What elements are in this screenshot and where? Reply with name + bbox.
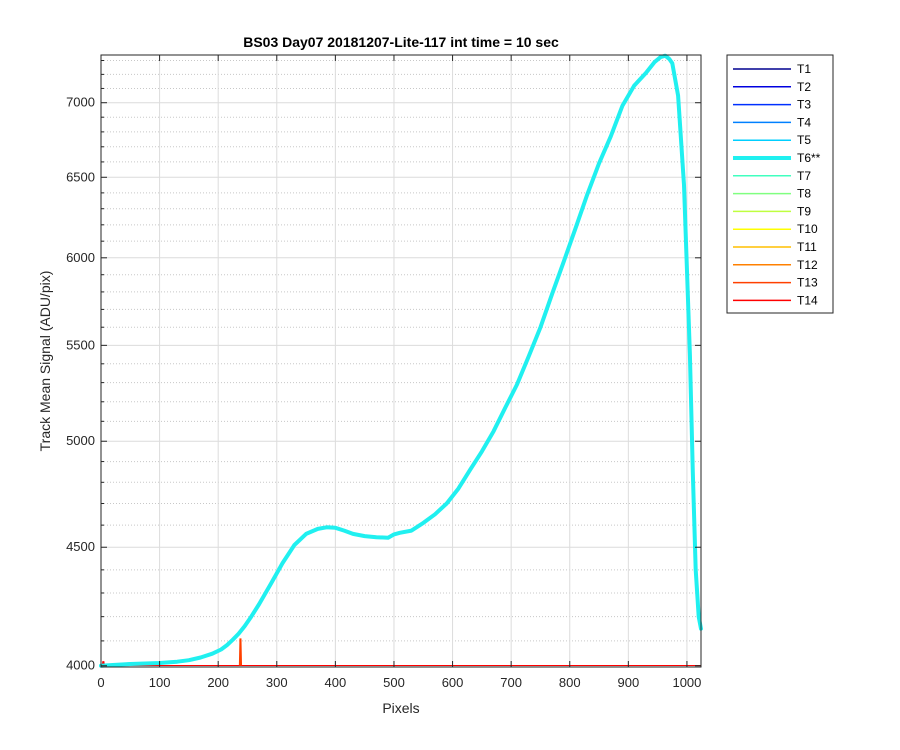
x-axis-title: Pixels (382, 700, 419, 716)
x-tick-label: 400 (325, 675, 347, 690)
legend-label-t3: T3 (797, 98, 811, 112)
legend-label-t5: T5 (797, 133, 811, 147)
y-axis-title: Track Mean Signal (ADU/pix) (37, 271, 53, 452)
chart-title: BS03 Day07 20181207-Lite-117 int time = … (243, 34, 559, 50)
plot-area: 0 100 200 300 400 500 600 700 800 900 1000 4000 450… (66, 53, 703, 690)
x-tick-label: 100 (149, 675, 171, 690)
legend-label-t10: T10 (797, 222, 818, 236)
legend-label-t7: T7 (797, 169, 811, 183)
x-tick-label: 900 (617, 675, 639, 690)
spike-t13 (238, 638, 243, 666)
legend-label-t2: T2 (797, 80, 811, 94)
legend: T1 T2 T3 T4 T5 T6** T7 T8 T9 T10 T11 T12 T13 T14 (726, 54, 834, 314)
y-tick-label: 4000 (66, 658, 95, 673)
x-tick-label: 200 (207, 675, 229, 690)
x-tick-label: 600 (442, 675, 464, 690)
legend-box (726, 54, 834, 314)
legend-label-t11: T11 (797, 240, 817, 254)
legend-label-t12: T12 (797, 258, 818, 272)
y-ticks: 4000 4500 5000 5500 6000 6500 7000 (66, 59, 701, 673)
legend-label-t8: T8 (797, 187, 811, 201)
x-ticks: 0 100 200 300 400 500 600 700 800 900 1000 (97, 55, 701, 690)
plot-frame (100, 54, 702, 668)
x-tick-label: 1000 (672, 675, 701, 690)
legend-label-t13: T13 (797, 276, 818, 290)
series-line-t6 (99, 53, 703, 668)
y-tick-label: 6500 (66, 169, 95, 184)
y-tick-label: 6000 (66, 250, 95, 265)
y-tick-label: 5500 (66, 337, 95, 352)
legend-label-t14: T14 (797, 293, 818, 307)
legend-label-t4: T4 (797, 115, 811, 129)
legend-label-t6**: T6** (797, 151, 821, 165)
y-tick-label: 4500 (66, 539, 95, 554)
x-tick-label: 700 (500, 675, 522, 690)
legend-label-t1: T1 (797, 62, 811, 76)
legend-label-t9: T9 (797, 204, 811, 218)
x-tick-label: 300 (266, 675, 288, 690)
y-tick-label: 5000 (66, 433, 95, 448)
x-tick-label: 500 (383, 675, 405, 690)
y-tick-label: 7000 (66, 95, 95, 110)
x-tick-label: 800 (559, 675, 581, 690)
x-tick-label: 0 (97, 675, 104, 690)
series-lines (99, 53, 703, 668)
